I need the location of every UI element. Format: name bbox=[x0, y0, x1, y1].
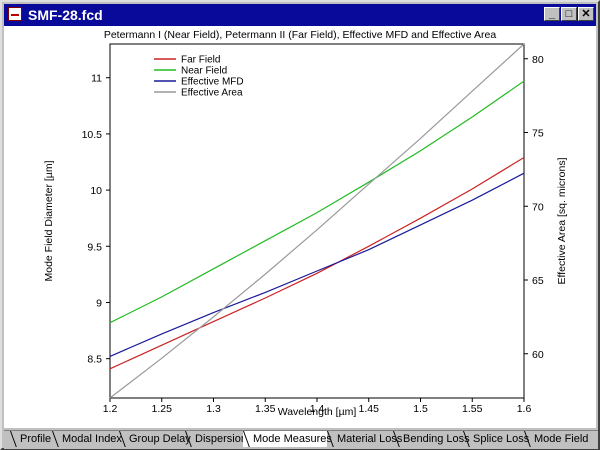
y-tick-label: 8.5 bbox=[87, 354, 102, 366]
y2-tick-label: 60 bbox=[532, 349, 544, 361]
far-field-line bbox=[109, 156, 525, 370]
window-title: SMF-28.fcd bbox=[28, 7, 103, 23]
tab-splice-loss[interactable]: Splice Loss bbox=[463, 431, 529, 447]
legend-label-far-field: Far Field bbox=[181, 55, 220, 66]
legend-label-effective-area: Effective Area bbox=[181, 88, 243, 99]
y2-tick-label: 65 bbox=[532, 275, 544, 287]
tab-bending-loss[interactable]: Bending Loss bbox=[393, 431, 470, 447]
close-button[interactable]: ✕ bbox=[578, 7, 594, 21]
x-tick-label: 1.35 bbox=[255, 403, 276, 415]
y-tick-label: 10.5 bbox=[82, 129, 103, 141]
tab-modal-index[interactable]: Modal Index bbox=[52, 431, 122, 447]
y-tick-label: 9.5 bbox=[87, 241, 102, 253]
legend-label-near-field: Near Field bbox=[181, 66, 227, 77]
y-tick-label: 9 bbox=[96, 297, 102, 309]
effective-area-line bbox=[109, 43, 525, 399]
x-tick-label: 1.2 bbox=[103, 403, 118, 415]
x-tick-label: 1.4 bbox=[310, 403, 325, 415]
legend-label-effective-mfd: Effective MFD bbox=[181, 77, 244, 88]
tab-group-delay[interactable]: Group Delay bbox=[119, 431, 191, 447]
x-tick-label: 1.6 bbox=[517, 403, 532, 415]
maximize-button[interactable]: □ bbox=[561, 7, 577, 21]
y2-axis-label: Effective Area [sq. microns] bbox=[556, 157, 568, 284]
x-axis-label: Wavelength [µm] bbox=[278, 406, 357, 418]
y2-tick-label: 70 bbox=[532, 201, 544, 213]
tab-strip: Profile Modal Index Group Delay Dispersion M… bbox=[4, 430, 598, 449]
tab-mode-field[interactable]: Mode Field bbox=[524, 431, 589, 447]
tab-mode-measures[interactable]: Mode Measures bbox=[243, 431, 332, 447]
y2-tick-label: 80 bbox=[532, 54, 544, 66]
x-tick-label: 1.3 bbox=[206, 403, 221, 415]
y-tick-label: 11 bbox=[91, 73, 102, 85]
chart-panel: Petermann I (Near Field), Petermann II (… bbox=[4, 26, 596, 428]
y2-tick-label: 75 bbox=[532, 128, 544, 140]
near-field-line bbox=[109, 80, 525, 324]
app-icon bbox=[8, 7, 22, 21]
x-tick-label: 1.5 bbox=[413, 403, 428, 415]
title-bar[interactable]: SMF-28.fcd _ □ ✕ bbox=[4, 4, 596, 26]
y-tick-label: 10 bbox=[90, 185, 102, 197]
chart-title: Petermann I (Near Field), Petermann II (… bbox=[104, 29, 497, 41]
tab-material-loss[interactable]: Material Loss bbox=[327, 431, 402, 447]
x-tick-label: 1.55 bbox=[462, 403, 483, 415]
x-tick-label: 1.45 bbox=[359, 403, 380, 415]
minimize-button[interactable]: _ bbox=[544, 7, 560, 21]
y-axis-label: Mode Field Diameter [µm] bbox=[43, 160, 55, 281]
x-tick-label: 1.25 bbox=[152, 403, 173, 415]
plot-area bbox=[109, 43, 525, 399]
mode-measures-chart: Petermann I (Near Field), Petermann II (… bbox=[43, 29, 568, 418]
tab-dispersion[interactable]: Dispersion bbox=[185, 431, 247, 447]
tab-profile[interactable]: Profile bbox=[10, 431, 52, 447]
effective-mfd-line bbox=[109, 172, 525, 357]
